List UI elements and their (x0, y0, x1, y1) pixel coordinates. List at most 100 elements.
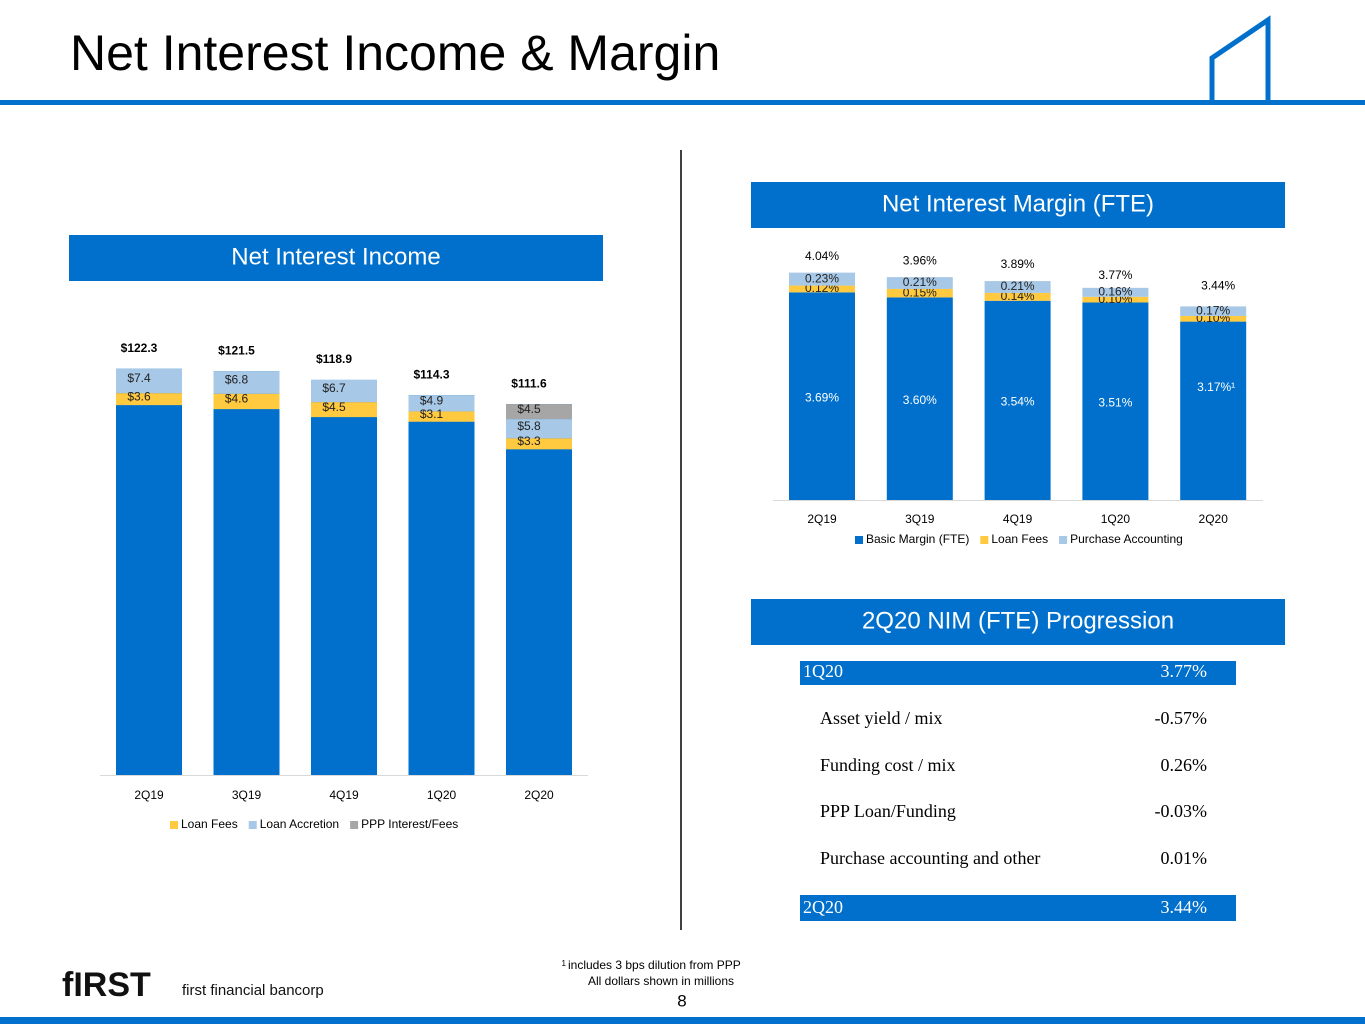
segment-label: 3.69% (805, 390, 839, 404)
bar-segment (886, 297, 953, 500)
table-cell: 2Q20 (803, 897, 843, 917)
bar (506, 404, 572, 775)
table-highlight (800, 895, 1236, 921)
total-label: $118.9 (316, 352, 352, 366)
footer-rule (0, 1017, 1365, 1024)
total-label: 4.04% (805, 249, 839, 263)
segment-label: $4.5 (322, 400, 346, 414)
segment-label: 0.17% (1196, 303, 1230, 317)
bar-segment (984, 292, 1051, 301)
bar (116, 368, 182, 775)
bar-segment (1082, 287, 1149, 297)
bar-segment (1180, 321, 1247, 500)
legend-label: Loan Fees (991, 532, 1048, 546)
total-label: 3.77% (1098, 268, 1132, 282)
bar-segment (311, 379, 377, 403)
segment-label: $4.9 (420, 393, 444, 407)
segment-label: 3.60% (903, 393, 937, 407)
total-label: 3.44% (1201, 279, 1235, 293)
table-highlight (800, 661, 1236, 685)
legend-swatch (855, 536, 863, 544)
legend-swatch (1059, 536, 1068, 544)
table-cell: -0.57% (1155, 708, 1208, 728)
bar-segment (408, 395, 475, 412)
bar-segment (984, 300, 1051, 500)
x-tick-label: 1Q20 (1101, 512, 1131, 526)
footnote-mark: 1 (562, 959, 567, 968)
bar (213, 371, 280, 775)
bar-segment (886, 277, 953, 289)
segment-label: $6.7 (322, 381, 346, 395)
table-cell: 0.01% (1161, 848, 1208, 868)
table-cell: PPP Loan/Funding (820, 801, 956, 821)
bar-segment (311, 402, 377, 418)
x-tick-label: 4Q19 (329, 788, 359, 802)
x-tick-label: 2Q19 (807, 512, 837, 526)
legend-swatch (248, 821, 257, 829)
legend-swatch (980, 536, 989, 544)
table-cell: 0.26% (1161, 755, 1208, 775)
legend-label: Basic Margin (FTE) (866, 532, 969, 546)
bar (311, 379, 377, 775)
total-label: $111.6 (511, 376, 547, 390)
bar-segment (116, 368, 182, 394)
x-tick-label: 3Q19 (905, 512, 935, 526)
segment-label: 3.51% (1098, 395, 1132, 409)
page-number: 8 (677, 991, 686, 1010)
footnote: includes 3 bps dilution from PPP (568, 958, 741, 972)
segment-label: 0.21% (903, 275, 937, 289)
segment-label: 0.16% (1098, 285, 1132, 299)
total-label: 3.96% (903, 253, 937, 267)
table-title: 2Q20 NIM (FTE) Progression (862, 607, 1174, 634)
x-tick-label: 2Q20 (524, 788, 554, 802)
bar (408, 395, 475, 775)
segment-label: $3.3 (517, 434, 541, 448)
legend-label: Purchase Accounting (1070, 532, 1183, 546)
bar-segment (984, 281, 1051, 293)
header-rule (0, 100, 1365, 105)
table-cell: 1Q20 (803, 661, 843, 681)
total-label: $122.3 (121, 341, 158, 355)
legend-label: Loan Accretion (260, 817, 339, 831)
segment-label: $4.5 (517, 402, 541, 416)
segment-label: $3.6 (127, 389, 151, 403)
table-cell: Funding cost / mix (820, 755, 956, 775)
chart-title: Net Interest Income (231, 243, 440, 270)
x-tick-label: 2Q20 (1199, 512, 1229, 526)
company-name: first financial bancorp (182, 982, 324, 999)
bar-segment (213, 371, 280, 394)
x-tick-label: 1Q20 (427, 788, 457, 802)
bar-segment (1082, 296, 1149, 303)
bar-segment (1180, 315, 1247, 322)
table-cell: Asset yield / mix (820, 708, 943, 728)
chart-title-box (69, 235, 603, 281)
segment-label: 3.54% (1001, 395, 1035, 409)
segment-label: $7.4 (127, 371, 151, 385)
x-tick-label: 3Q19 (232, 788, 262, 802)
total-label: $121.5 (218, 343, 255, 357)
segment-label: 0.23% (805, 271, 839, 285)
segment-label: $3.1 (420, 407, 444, 421)
segment-label: $6.8 (225, 373, 249, 387)
segment-label: 3.17%¹ (1197, 380, 1235, 394)
legend-swatch (350, 821, 359, 829)
bar-segment (789, 285, 855, 293)
bar-segment (506, 419, 572, 439)
chart-title: Net Interest Margin (FTE) (882, 190, 1154, 217)
bar-segment (789, 292, 855, 500)
bar-segment (506, 438, 572, 450)
bar-segment (1180, 306, 1247, 316)
bar-segment (1082, 302, 1149, 500)
x-tick-label: 2Q19 (134, 788, 164, 802)
slide-title: Net Interest Income & Margin (70, 25, 720, 81)
bar-segment (789, 272, 855, 286)
segment-label: $4.6 (225, 392, 249, 406)
table-cell: -0.03% (1155, 801, 1208, 821)
table-cell: 3.77% (1161, 661, 1208, 681)
legend-label: Loan Fees (181, 817, 238, 831)
table-cell: Purchase accounting and other (820, 848, 1040, 868)
footnote: All dollars shown in millions (588, 974, 734, 988)
table-cell: 3.44% (1161, 897, 1208, 917)
